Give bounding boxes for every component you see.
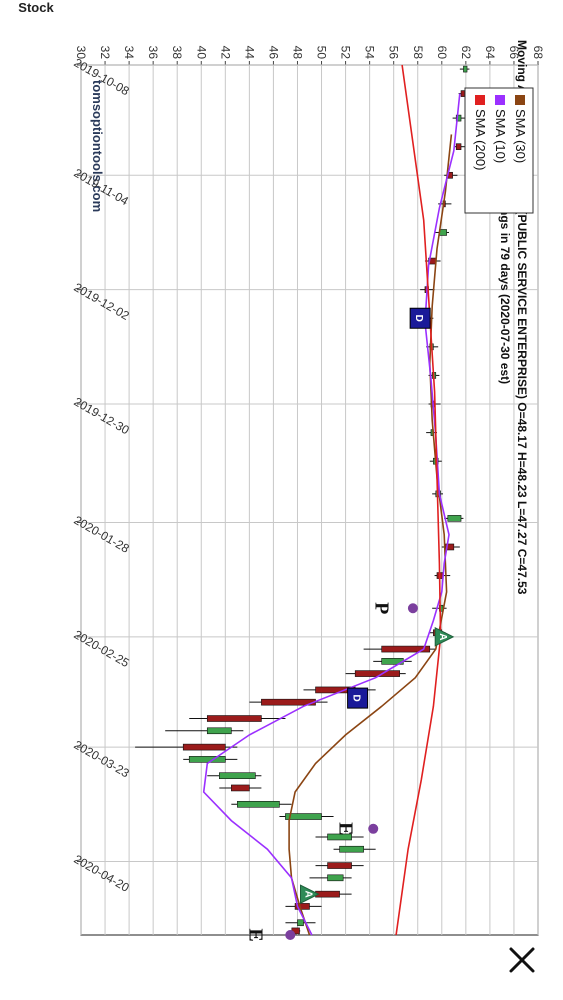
y-tick-label: 62	[459, 46, 473, 60]
candle-down	[327, 862, 352, 869]
marker-label: D	[413, 315, 424, 322]
marker-label: D	[351, 694, 362, 701]
y-tick-label: 68	[531, 46, 545, 60]
candle-down	[206, 715, 262, 722]
candle-up	[327, 833, 352, 841]
marker-label: A	[303, 891, 314, 898]
event-dot	[285, 930, 296, 940]
close-icon[interactable]	[506, 944, 538, 976]
y-tick-label: 36	[146, 46, 160, 60]
legend-swatch-sma30	[515, 95, 525, 105]
triangle-marker	[300, 884, 320, 904]
y-tick-label: 38	[170, 46, 184, 60]
candle-up	[447, 515, 462, 522]
event-dot	[368, 823, 379, 834]
y-tick-label: 42	[218, 46, 232, 60]
markers-layer: ADADAPEE	[244, 181, 488, 942]
y-tick-label: 46	[266, 46, 280, 60]
candle-up	[188, 756, 226, 763]
legend: SMA (30) SMA (10) SMA (200)	[464, 87, 534, 214]
legend-swatch-sma200	[475, 95, 485, 105]
legend-label-sma200: SMA (200)	[473, 109, 488, 170]
y-tick-label: 60	[435, 46, 449, 60]
y-tick-label: 34	[122, 46, 136, 60]
candle-down	[231, 784, 250, 792]
y-tick-label: 56	[387, 46, 401, 60]
event-dot	[407, 603, 418, 614]
candle-down	[460, 90, 465, 97]
candle-down	[455, 143, 462, 150]
event-letter: E	[335, 822, 357, 835]
event-letter: E	[244, 928, 266, 941]
candle-up	[237, 800, 280, 808]
triangle-marker	[434, 627, 455, 647]
candle-down	[381, 645, 431, 653]
y-tick-label: 66	[507, 46, 521, 60]
square-marker	[347, 687, 369, 709]
y-tick-label: 50	[315, 46, 329, 60]
legend-label-sma10: SMA (10)	[493, 109, 508, 163]
candle-up	[219, 772, 256, 780]
y-tick-label: 32	[98, 46, 112, 60]
y-axis-title: Stock	[18, 0, 54, 15]
watermark: tomsoptiontools.com	[90, 80, 105, 212]
candle-up	[206, 727, 232, 735]
legend-box	[464, 87, 534, 214]
y-tick-label: 48	[290, 46, 304, 60]
candle-down	[182, 743, 226, 751]
grid-layer	[77, 61, 539, 936]
sma-line	[202, 93, 461, 936]
y-tick-label: 40	[194, 46, 208, 60]
event-letter: P	[371, 602, 393, 614]
candle-up	[463, 65, 468, 73]
y-tick-label: 58	[411, 46, 425, 60]
candle-up	[285, 813, 322, 820]
sma-line	[288, 134, 453, 936]
marker-label: A	[437, 633, 448, 640]
candle-up	[327, 874, 344, 882]
y-tick-label: 30	[74, 46, 88, 60]
candle-up	[339, 845, 364, 853]
legend-label-sma30: SMA (30)	[513, 109, 528, 163]
square-marker	[409, 307, 431, 329]
y-tick-label: 54	[363, 46, 377, 60]
y-tick-label: 44	[242, 46, 256, 60]
y-tick-label: 64	[483, 46, 497, 60]
y-tick-label: 52	[339, 46, 353, 60]
candles-layer	[135, 65, 474, 935]
candle-up	[297, 919, 304, 927]
legend-swatch-sma10	[495, 95, 505, 105]
